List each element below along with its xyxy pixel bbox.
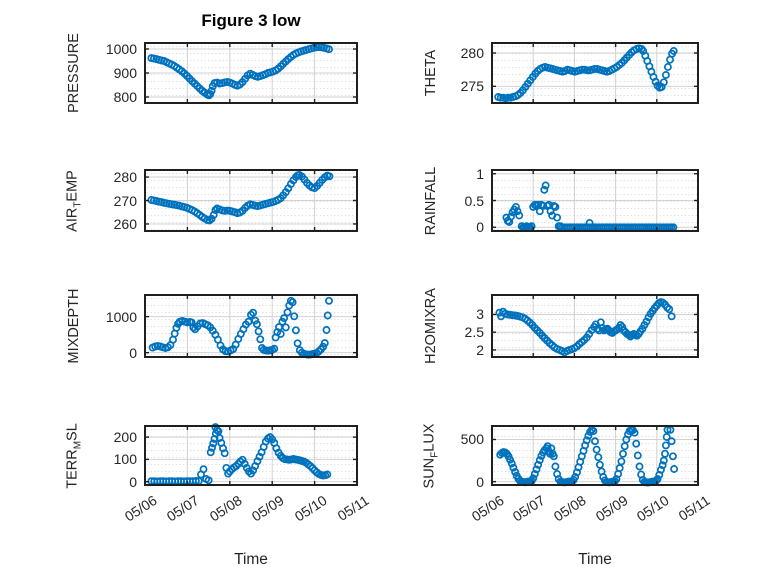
axes-box [144,42,358,104]
y-tick-label: 0 [129,473,137,490]
x-axis-label-left: Time [234,551,268,568]
y-tick-label: 280 [113,169,137,186]
x-tick-label: 05/07 [509,492,548,525]
ylabel-subscript: F [429,451,441,458]
plot-h2omixra [491,294,699,358]
y-axis-label-mixdepth: MIXDEPTH [66,288,82,364]
axes-box [491,425,699,486]
plot-mixdepth [144,294,358,359]
y-tick-label: 0 [129,344,137,361]
y-tick-label: 2.5 [464,324,484,341]
y-axis-label-air-temp: AIRTEMP [64,169,84,232]
y-tick-label: 1000 [105,308,137,325]
y-axis-label-sun-flux: SUNFLUX [421,423,441,488]
axes-box [144,294,358,358]
y-tick-label: 500 [460,431,484,448]
y-axis-label-theta: THETA [423,49,439,97]
y-tick-label: 280 [460,45,484,61]
x-tick-label: 05/06 [468,492,507,525]
plot-theta [491,42,699,104]
scatter-series-air-temp [147,170,334,225]
x-axis-label-right: Time [578,551,612,568]
y-tick-label: 0 [476,473,484,490]
y-tick-label: 0 [476,219,484,236]
y-tick-label: 200 [113,429,137,446]
x-tick-label: 05/10 [291,492,330,525]
y-tick-label: 0.5 [464,192,484,209]
scatter-series-mixdepth [148,296,333,359]
x-tick-label: 05/06 [121,492,160,525]
plot-sun-flux [491,425,699,487]
x-tick-label: 05/11 [675,492,713,524]
y-tick-label: 1 [476,165,484,182]
y-axis-label-h2omixra: H2OMIXRA [423,288,439,364]
scatter-series-h2omixra [495,298,676,357]
figure-title: Figure 3 low [201,11,301,30]
plot-terr-msl [144,423,358,486]
x-tick-label: 05/07 [163,492,203,525]
y-tick-label: 100 [113,451,137,468]
plot-pressure [144,42,358,104]
y-axis-label-pressure: PRESSURE [66,33,82,113]
y-tick-label: 275 [460,78,484,95]
plot-air-temp [144,169,358,232]
axes-box [144,169,358,232]
x-tick-label: 05/08 [206,492,245,525]
scatter-series-terr-msl [147,423,332,486]
y-axis-label-rainfall: RAINFALL [423,166,439,235]
axes-box [144,425,358,486]
plot-rainfall [491,169,699,232]
y-tick-label: 3 [476,306,484,323]
x-tick-label: 05/11 [334,492,372,524]
ylabel-subscript: T [72,201,84,208]
axes-box [491,169,699,232]
ylabel-subscript: M [72,440,84,449]
x-tick-label: 05/08 [550,492,590,525]
y-tick-label: 800 [113,89,137,105]
y-tick-label: 260 [113,215,137,232]
scatter-series-pressure [147,43,333,100]
axes-box [491,294,699,358]
y-tick-label: 270 [113,192,137,209]
x-tick-label: 05/09 [592,492,631,525]
x-tick-label: 05/09 [248,492,287,525]
y-tick-label: 2 [476,341,484,358]
y-tick-label: 1000 [105,41,137,57]
x-tick-label: 05/10 [633,492,672,525]
axes-box [491,42,699,104]
y-tick-label: 900 [113,65,137,81]
scatter-series-theta [494,44,678,103]
y-axis-label-terr-msl: TERRMSL [64,422,84,489]
